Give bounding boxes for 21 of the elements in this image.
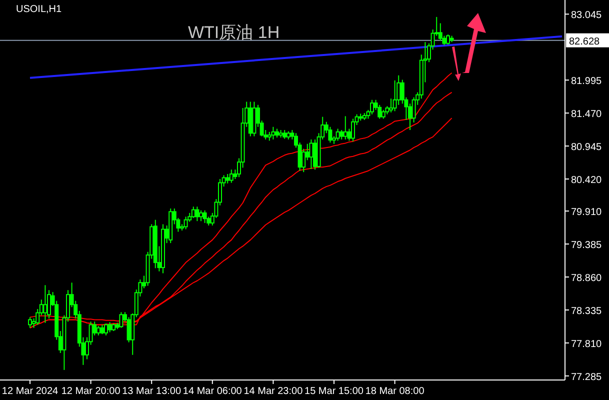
- x-tick-label: 14 Mar 23:00: [244, 386, 304, 397]
- y-tick-label: 83.045: [571, 10, 602, 22]
- y-tick-label: 79.385: [571, 240, 602, 252]
- x-tick-label: 12 Mar 20:00: [61, 386, 121, 397]
- y-tick-label: 80.420: [571, 175, 602, 186]
- annotation: WTI原油 1H: [188, 23, 280, 42]
- y-tick-label: 77.285: [571, 372, 602, 383]
- y-tick-label: 80.945: [571, 142, 602, 154]
- y-tick-label: 78.335: [571, 306, 602, 317]
- ref-line-label: 82.628: [569, 36, 600, 48]
- y-tick-label: 78.860: [571, 272, 602, 284]
- x-tick-label: 14 Mar 06:00: [182, 386, 242, 397]
- x-tick-label: 13 Mar 13:00: [122, 386, 182, 397]
- y-tick-label: 81.470: [571, 109, 602, 120]
- y-tick-label: 81.995: [571, 76, 602, 88]
- x-tick-label: 18 Mar 08:00: [365, 386, 425, 397]
- x-tick-label: 12 Mar 2024: [2, 386, 59, 397]
- y-tick-label: 79.910: [571, 207, 602, 218]
- y-tick-label: 77.810: [571, 338, 602, 350]
- x-tick-label: 15 Mar 15:00: [304, 386, 364, 397]
- chart-title: USOIL,H1: [16, 4, 62, 15]
